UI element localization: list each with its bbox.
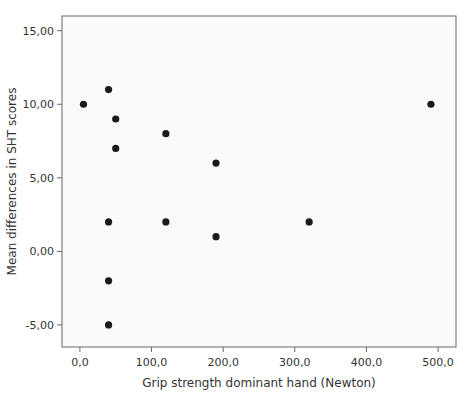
point	[105, 277, 112, 284]
point	[212, 233, 219, 240]
x-tick-label: 0,0	[71, 356, 89, 369]
y-tick	[57, 104, 62, 105]
point	[105, 321, 112, 328]
x-tick	[366, 347, 367, 352]
point	[112, 145, 119, 152]
y-axis-label: Mean differences in SHT scores	[5, 88, 19, 276]
x-tick	[223, 347, 224, 352]
y-tick-label: 0,00	[30, 245, 55, 258]
point	[162, 218, 169, 225]
x-tick	[438, 347, 439, 352]
points	[80, 86, 435, 329]
point	[105, 218, 112, 225]
x-axis: 0,0 100,0 200,0 300,0 400,0 500,0	[71, 347, 454, 369]
y-tick-label: 15,00	[23, 25, 55, 38]
x-tick-label: 500,0	[422, 356, 454, 369]
y-tick	[57, 324, 62, 325]
x-tick-label: 400,0	[351, 356, 383, 369]
point	[306, 218, 313, 225]
y-axis: -5,00 0,00 5,00 10,00 15,00	[23, 25, 63, 332]
x-tick	[79, 347, 80, 352]
y-tick-label: 10,00	[23, 98, 55, 111]
chart-svg: 0,0 100,0 200,0 300,0 400,0 500,0 -5,00 0,00 5,0…	[0, 0, 474, 399]
x-tick-label: 300,0	[279, 356, 311, 369]
y-tick	[57, 177, 62, 178]
x-axis-label: Grip strength dominant hand (Newton)	[142, 376, 376, 390]
page: {"chart_data": {"type": "scatter", "x": …	[0, 0, 474, 399]
point	[427, 101, 434, 108]
point	[105, 86, 112, 93]
y-tick-label: -5,00	[26, 319, 54, 332]
point	[212, 160, 219, 167]
y-tick-label: 5,00	[30, 172, 55, 185]
x-tick-label: 100,0	[136, 356, 168, 369]
point	[162, 130, 169, 137]
y-tick	[57, 251, 62, 252]
x-tick	[294, 347, 295, 352]
point	[112, 115, 119, 122]
x-tick	[151, 347, 152, 352]
plot-background	[62, 16, 456, 347]
plot-frame	[62, 16, 456, 347]
y-tick	[57, 30, 62, 31]
chart-container: 0,0 100,0 200,0 300,0 400,0 500,0 -5,00 0,00 5,0…	[0, 0, 474, 399]
point	[80, 101, 87, 108]
x-tick-label: 200,0	[207, 356, 239, 369]
